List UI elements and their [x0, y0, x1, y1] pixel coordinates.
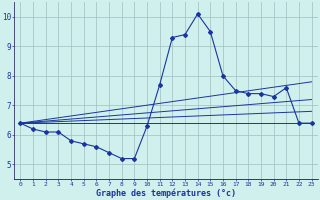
- X-axis label: Graphe des températures (°c): Graphe des températures (°c): [96, 188, 236, 198]
